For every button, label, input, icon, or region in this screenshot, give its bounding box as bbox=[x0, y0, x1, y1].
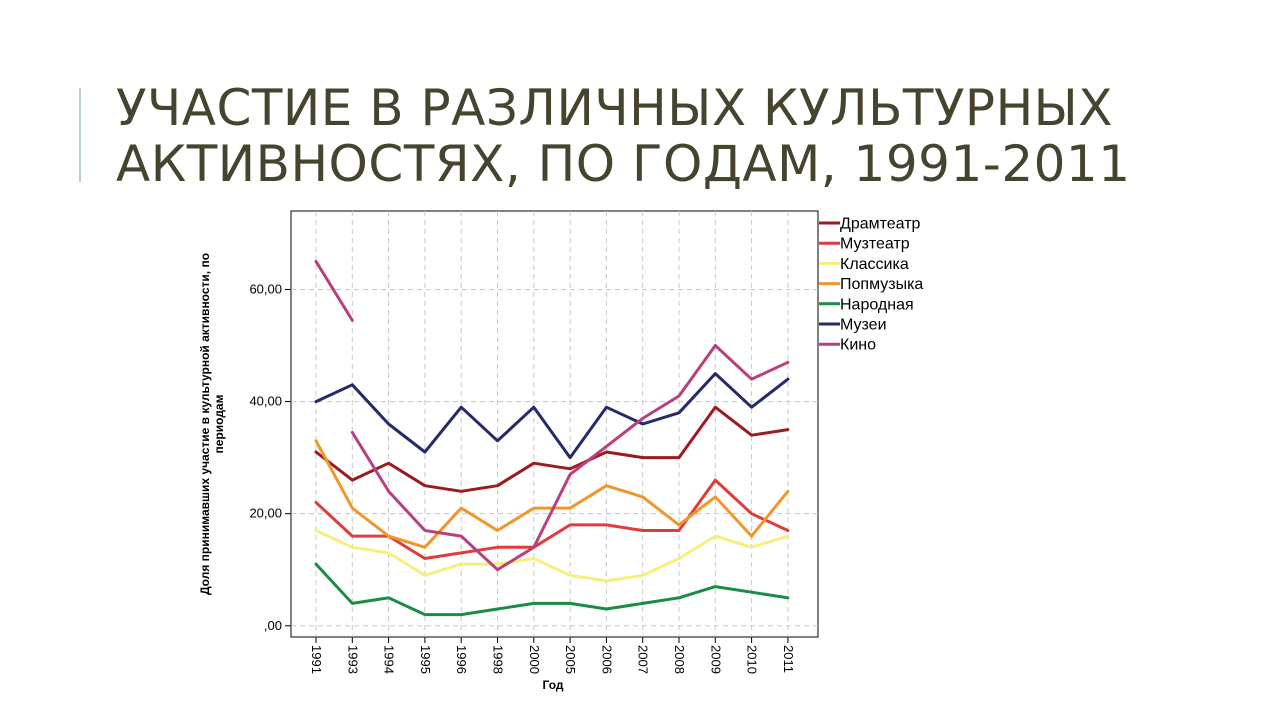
x-tick-label: 1993 bbox=[345, 645, 360, 674]
title-accent-bar bbox=[79, 88, 81, 182]
series-line bbox=[314, 372, 790, 460]
y-axis-title-line-1: Доля принимавших участие в культурной ак… bbox=[198, 253, 212, 595]
y-axis: ,00 20,00 40,00 60,00 bbox=[249, 281, 291, 633]
slide-title-line-1: УЧАСТИЕ В РАЗЛИЧНЫХ КУЛЬТУРНЫХ bbox=[116, 79, 1114, 137]
x-tick-label: 1996 bbox=[454, 645, 469, 674]
x-tick-label: 2008 bbox=[672, 645, 687, 674]
x-tick-label: 1991 bbox=[309, 645, 324, 674]
x-tick-label: 2006 bbox=[599, 645, 614, 674]
y-tick-label: ,00 bbox=[264, 618, 282, 633]
x-tick-label: 1994 bbox=[382, 645, 397, 674]
series-line bbox=[314, 529, 790, 583]
legend-label: Попмузыка bbox=[840, 276, 923, 293]
x-tick-label: 2009 bbox=[708, 645, 723, 674]
x-tick-label: 1995 bbox=[418, 645, 433, 674]
series-line bbox=[314, 405, 790, 493]
y-tick-label: 60,00 bbox=[249, 281, 282, 296]
series-stub bbox=[350, 430, 391, 493]
x-tick-label: 2000 bbox=[527, 645, 542, 674]
slide-title: УЧАСТИЕ В РАЗЛИЧНЫХ КУЛЬТУРНЫХ АКТИВНОСТ… bbox=[116, 80, 1236, 192]
slide-title-line-2: АКТИВНОСТЯХ, ПО ГОДАМ, 1991-2011 bbox=[116, 135, 1131, 193]
series-stub bbox=[314, 259, 354, 322]
y-axis-title: Доля принимавших участие в культурной ак… bbox=[198, 253, 226, 595]
legend-label: Народная bbox=[840, 296, 914, 313]
y-tick-label: 40,00 bbox=[249, 394, 282, 409]
y-tick-label: 20,00 bbox=[249, 506, 282, 521]
series-line bbox=[387, 344, 790, 572]
x-axis: 1991 1993 1994 1995 1996 1998 2000 2005 2006 2007… bbox=[309, 637, 796, 674]
legend-label: Драмтеатр bbox=[840, 216, 921, 233]
series-line bbox=[314, 562, 790, 617]
y-axis-title-line-2: периодам bbox=[212, 394, 226, 453]
x-tick-label: 2011 bbox=[781, 645, 796, 673]
legend: Драмтеатр Музтеатр Классика Попмузыка Народн… bbox=[819, 216, 923, 354]
legend-label: Музтеатр bbox=[840, 236, 910, 253]
legend-label: Классика bbox=[840, 256, 909, 273]
grid-lines bbox=[291, 211, 818, 637]
series-lines bbox=[314, 259, 790, 617]
legend-label: Кино bbox=[840, 337, 876, 354]
x-tick-label: 2005 bbox=[563, 645, 578, 674]
x-tick-label: 2010 bbox=[745, 645, 760, 674]
legend-label: Музеи bbox=[840, 317, 887, 334]
x-tick-label: 1998 bbox=[491, 645, 506, 674]
x-tick-label: 2007 bbox=[636, 645, 651, 674]
plot-area bbox=[290, 210, 819, 638]
x-axis-title: Год bbox=[543, 678, 564, 692]
series-line bbox=[314, 478, 790, 560]
